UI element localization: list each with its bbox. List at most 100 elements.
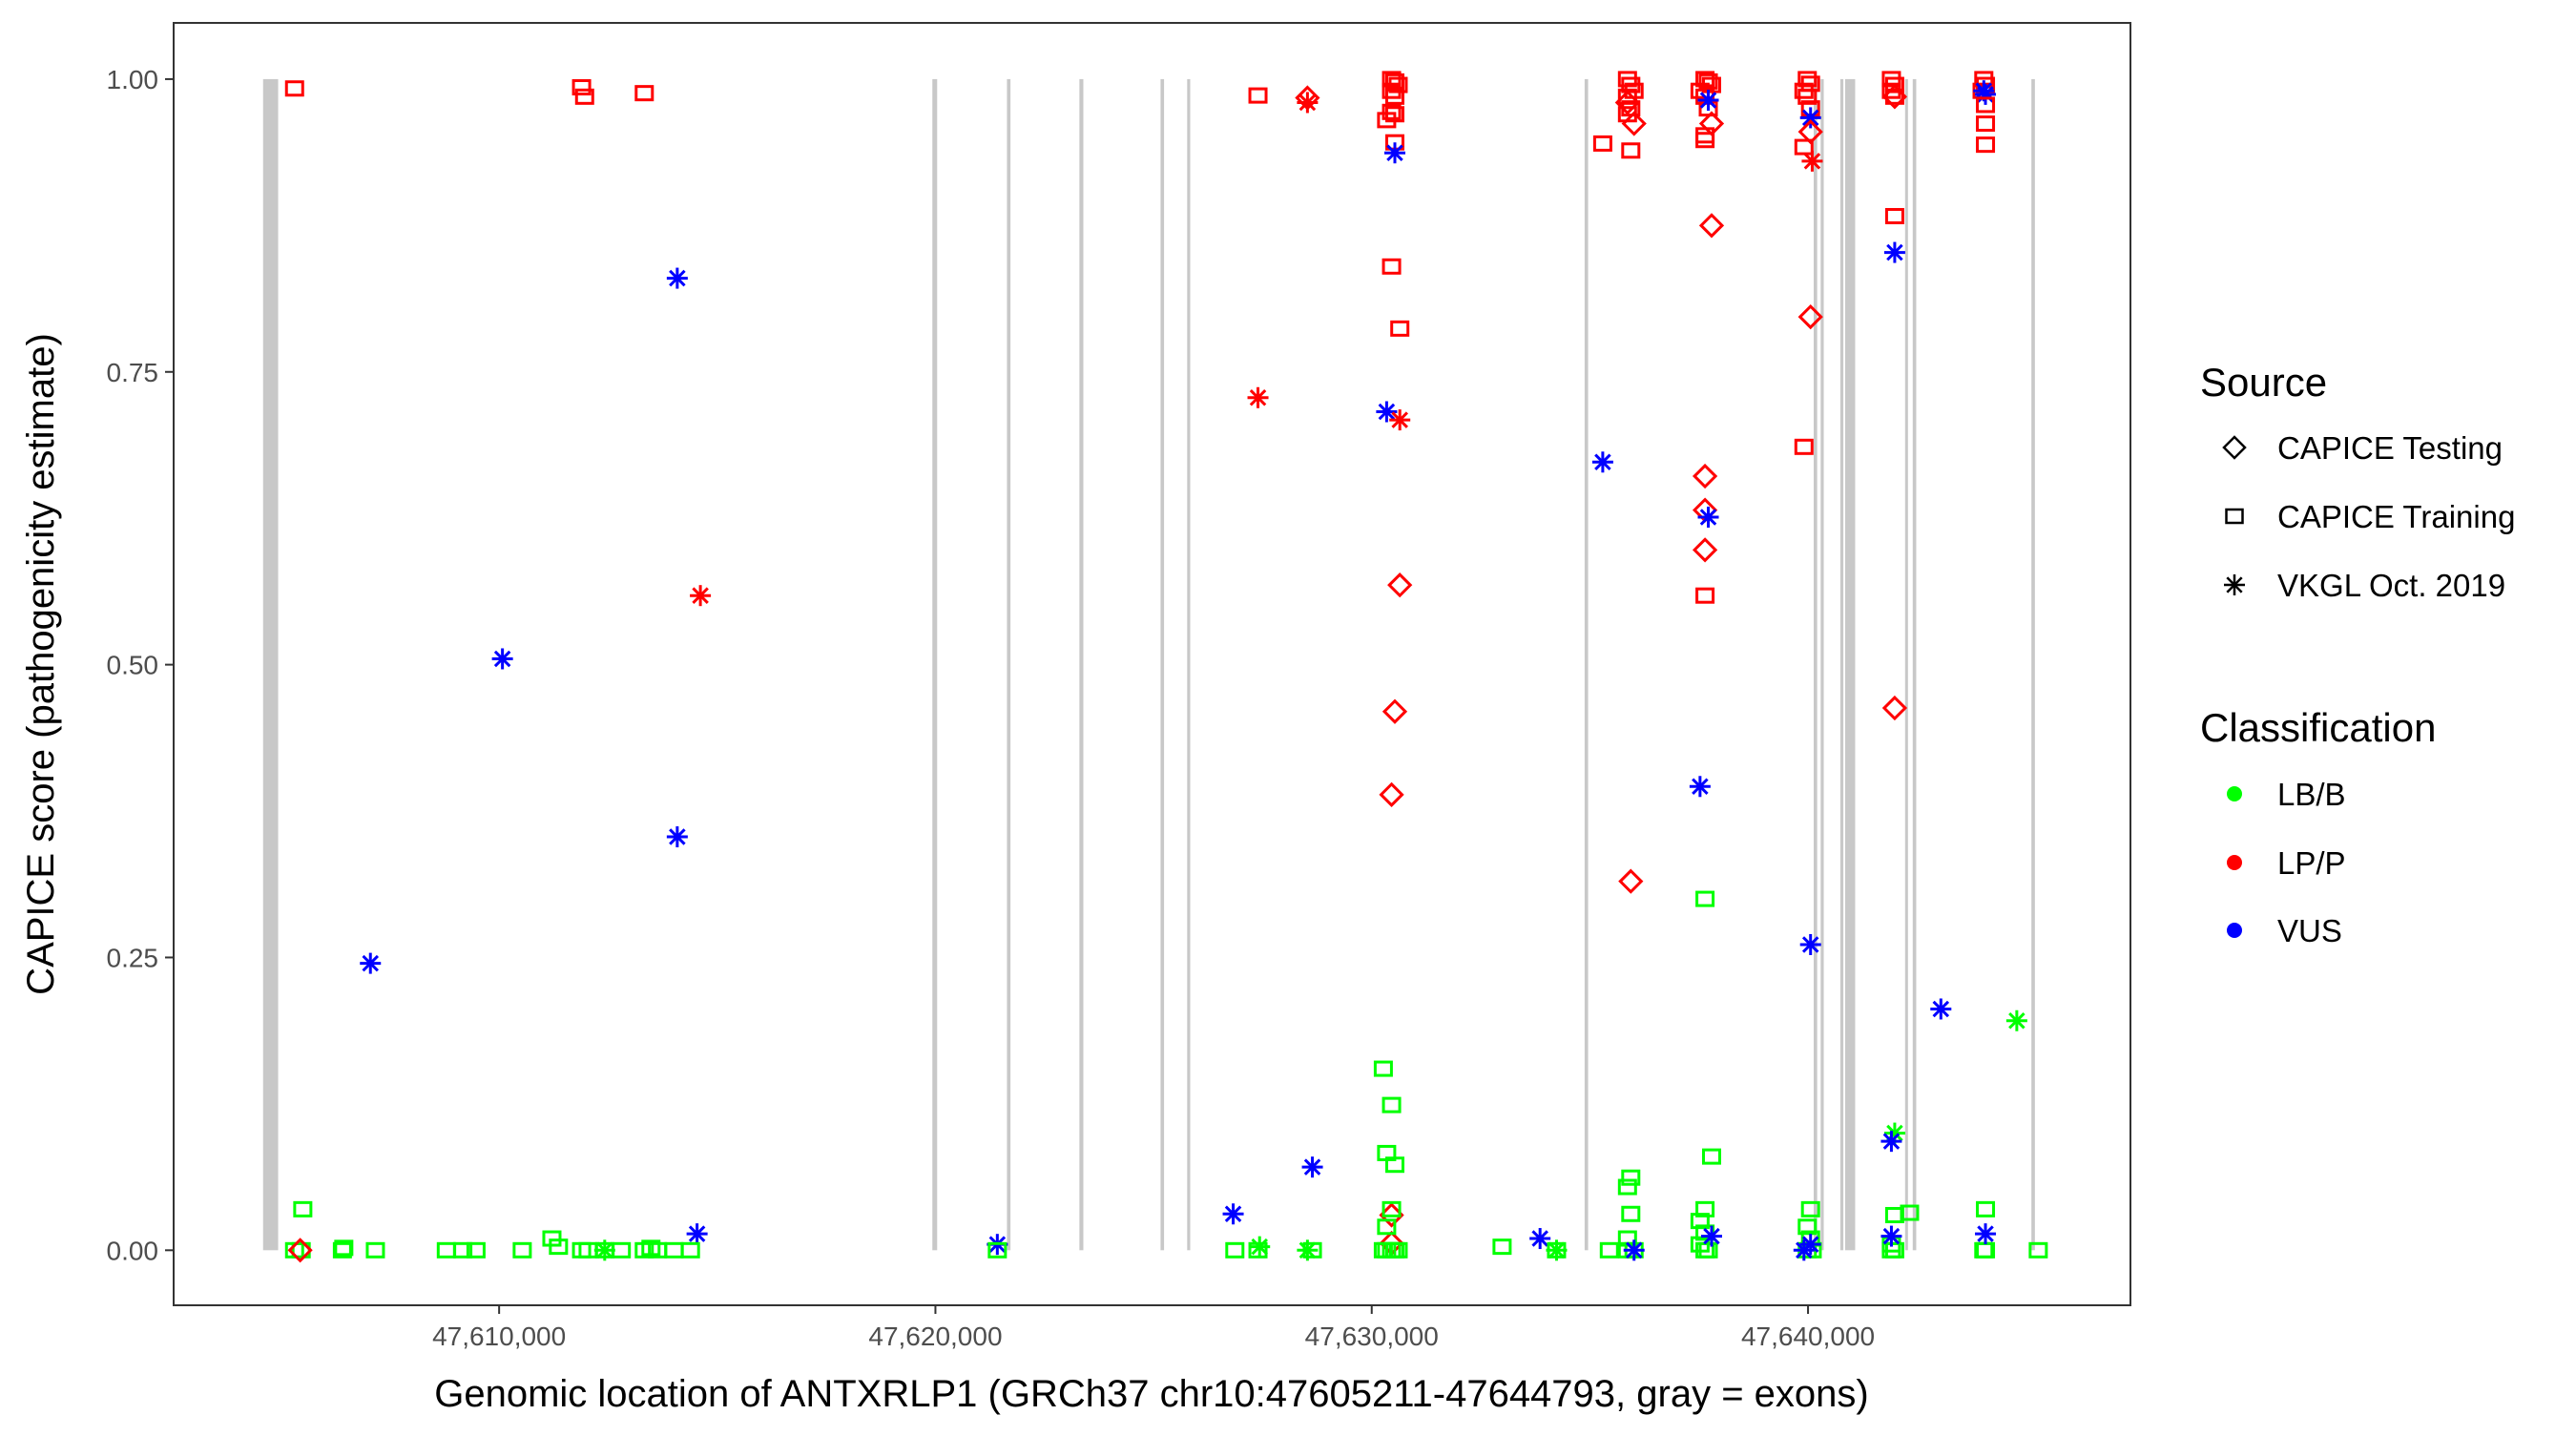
square-marker	[1976, 115, 1996, 133]
data-point	[666, 267, 688, 289]
asterisk-stroke	[596, 1241, 613, 1259]
data-point	[1381, 698, 1408, 724]
exon-band	[1844, 78, 1856, 1251]
square-marker	[453, 1241, 473, 1259]
data-point	[1302, 1241, 1322, 1259]
square-marker	[1302, 1241, 1322, 1259]
data-point	[1697, 506, 1719, 528]
legend-source-label: CAPICE Training	[2277, 499, 2515, 534]
square-marker	[571, 79, 592, 96]
data-point	[284, 80, 304, 97]
asterisk-stroke	[1699, 509, 1717, 526]
data-point	[287, 1238, 313, 1263]
data-point	[1388, 1241, 1408, 1259]
exon-band	[1839, 78, 1844, 1251]
data-point	[1976, 136, 1996, 154]
data-point	[1797, 71, 1818, 88]
data-point	[1384, 88, 1404, 105]
data-point	[1794, 438, 1814, 455]
y-tick-label: 0.75	[107, 358, 159, 387]
data-point	[1799, 107, 1821, 129]
y-tick-label: 0.00	[107, 1236, 159, 1265]
data-point	[1249, 1236, 1271, 1258]
data-point	[690, 585, 712, 607]
asterisk-stroke	[1882, 1133, 1901, 1150]
data-point	[1692, 537, 1718, 563]
asterisk-stroke	[688, 1225, 706, 1242]
data-point	[1225, 1241, 1245, 1259]
square-marker	[1976, 1200, 1996, 1217]
data-point	[1695, 127, 1715, 144]
data-point	[1384, 106, 1404, 123]
asterisk-stroke	[1548, 1241, 1566, 1259]
square-marker	[1373, 1060, 1393, 1077]
square-marker	[1797, 1218, 1818, 1236]
asterisk-stroke	[2226, 576, 2243, 593]
square-marker	[1381, 103, 1402, 120]
asterisk-stroke	[1391, 411, 1408, 428]
asterisk-stroke	[1801, 1236, 1819, 1253]
data-point	[1976, 96, 1996, 114]
data-point	[1700, 1225, 1722, 1247]
square-marker	[1695, 127, 1715, 144]
data-point	[641, 1239, 661, 1257]
square-marker	[1617, 1178, 1637, 1196]
diamond-marker	[1379, 781, 1404, 807]
data-point	[512, 1241, 532, 1259]
legend-dot-icon	[2227, 923, 2242, 938]
data-point	[466, 1241, 486, 1259]
data-point	[1800, 1200, 1820, 1217]
data-point	[987, 1241, 1008, 1259]
square-marker	[334, 1239, 354, 1257]
square-marker	[284, 80, 304, 97]
square-marker	[1384, 106, 1404, 123]
data-point	[1621, 1169, 1641, 1186]
data-point	[1247, 386, 1269, 408]
diamond-marker	[1698, 213, 1725, 239]
square-marker	[1381, 1096, 1402, 1113]
data-point	[1248, 87, 1268, 104]
exon-bands	[262, 78, 2035, 1251]
data-point	[1383, 142, 1405, 164]
asterisk-stroke	[1886, 243, 1903, 261]
diamond-marker	[1797, 303, 1823, 330]
data-point	[1698, 213, 1725, 239]
data-points	[284, 71, 2048, 1263]
square-marker	[1621, 1205, 1641, 1222]
data-point	[1692, 463, 1718, 489]
square-marker	[1695, 1200, 1715, 1217]
data-point	[1976, 1200, 1996, 1217]
data-point	[360, 952, 382, 974]
data-point	[365, 1241, 385, 1259]
square-marker	[1384, 1156, 1404, 1174]
diamond-marker	[1797, 119, 1823, 145]
data-point	[634, 85, 654, 102]
diamond-marker	[1881, 695, 1908, 721]
data-point	[1930, 998, 1952, 1020]
data-point	[1881, 84, 1908, 110]
square-marker	[365, 1241, 385, 1259]
diamond-marker	[2222, 435, 2247, 460]
x-tick-label: 47,630,000	[1305, 1322, 1439, 1351]
data-point	[1799, 1234, 1821, 1256]
asterisk-stroke	[1803, 153, 1821, 170]
data-point	[1975, 1223, 1997, 1245]
y-tick-label: 0.25	[107, 943, 159, 972]
legend-source-title: Source	[2200, 360, 2327, 405]
x-tick-label: 47,610,000	[432, 1322, 566, 1351]
asterisk-stroke	[1249, 389, 1267, 406]
data-point	[1599, 1241, 1619, 1259]
exon-band	[1584, 78, 1589, 1251]
square-marker	[1388, 1241, 1408, 1259]
square-marker	[1884, 208, 1904, 225]
data-point	[593, 1239, 615, 1261]
legend-square-icon	[2225, 508, 2244, 525]
legend-class-label: LP/P	[2277, 845, 2346, 881]
data-point	[1697, 90, 1719, 112]
square-marker	[542, 1230, 562, 1247]
data-point	[1591, 451, 1613, 473]
diamond-marker	[287, 1238, 313, 1263]
square-marker	[641, 1239, 661, 1257]
asterisk-stroke	[362, 954, 380, 972]
square-marker	[1794, 138, 1814, 156]
